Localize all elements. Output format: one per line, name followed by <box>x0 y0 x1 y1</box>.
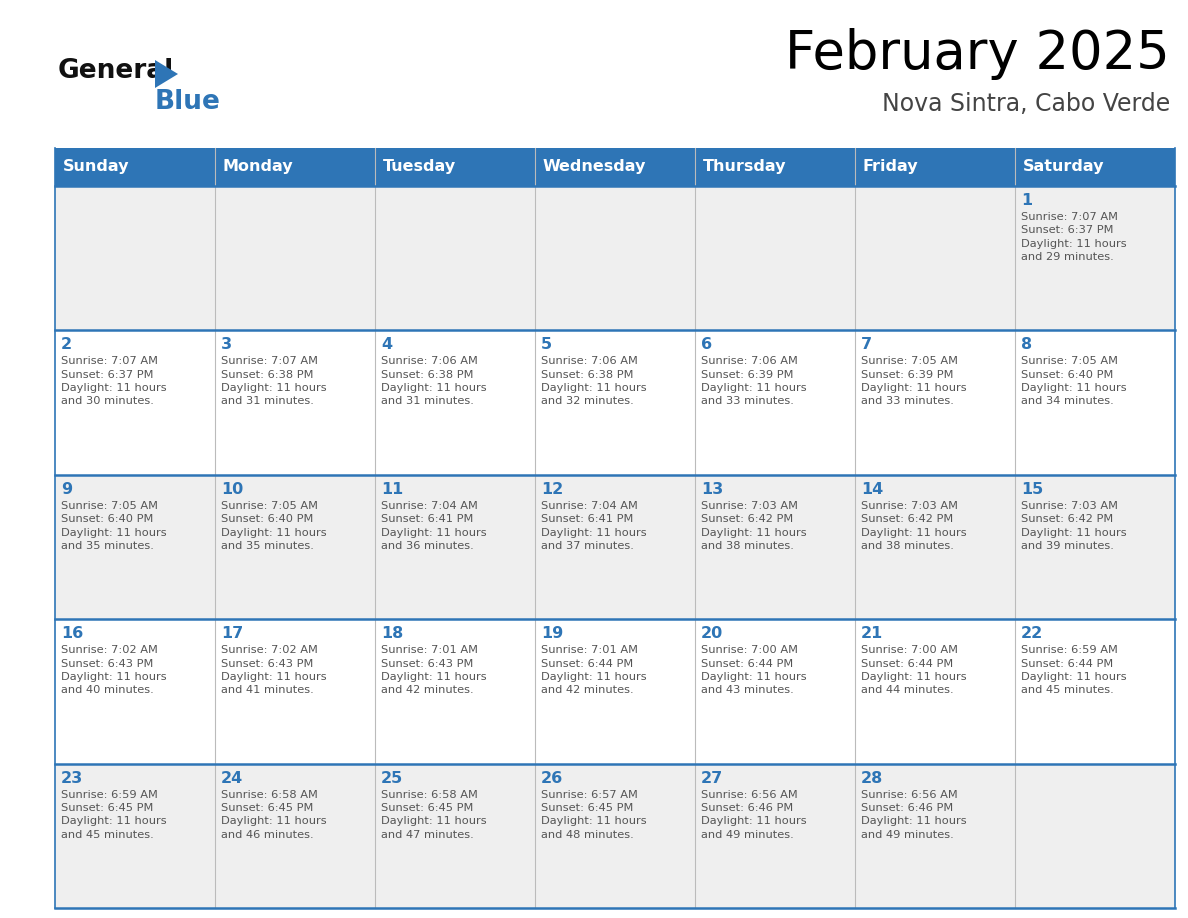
Text: 26: 26 <box>541 770 563 786</box>
Text: 12: 12 <box>541 482 563 497</box>
Text: Sunday: Sunday <box>63 160 129 174</box>
Text: 22: 22 <box>1020 626 1043 641</box>
Text: Sunrise: 7:01 AM
Sunset: 6:44 PM
Daylight: 11 hours
and 42 minutes.: Sunrise: 7:01 AM Sunset: 6:44 PM Dayligh… <box>541 645 646 695</box>
Text: 11: 11 <box>381 482 403 497</box>
Text: 2: 2 <box>61 338 72 353</box>
Text: 13: 13 <box>701 482 723 497</box>
Text: 16: 16 <box>61 626 83 641</box>
Text: 18: 18 <box>381 626 403 641</box>
Text: 23: 23 <box>61 770 83 786</box>
Text: 8: 8 <box>1020 338 1032 353</box>
Text: Wednesday: Wednesday <box>543 160 646 174</box>
Text: Sunrise: 7:04 AM
Sunset: 6:41 PM
Daylight: 11 hours
and 36 minutes.: Sunrise: 7:04 AM Sunset: 6:41 PM Dayligh… <box>381 501 487 551</box>
Text: Saturday: Saturday <box>1023 160 1105 174</box>
Text: Sunrise: 6:56 AM
Sunset: 6:46 PM
Daylight: 11 hours
and 49 minutes.: Sunrise: 6:56 AM Sunset: 6:46 PM Dayligh… <box>701 789 807 840</box>
Text: 7: 7 <box>861 338 872 353</box>
Text: 25: 25 <box>381 770 403 786</box>
Text: Sunrise: 6:58 AM
Sunset: 6:45 PM
Daylight: 11 hours
and 46 minutes.: Sunrise: 6:58 AM Sunset: 6:45 PM Dayligh… <box>221 789 327 840</box>
Text: Sunrise: 6:59 AM
Sunset: 6:45 PM
Daylight: 11 hours
and 45 minutes.: Sunrise: 6:59 AM Sunset: 6:45 PM Dayligh… <box>61 789 166 840</box>
Text: 17: 17 <box>221 626 244 641</box>
Text: General: General <box>58 58 175 84</box>
Text: Blue: Blue <box>154 89 221 115</box>
Text: Sunrise: 7:01 AM
Sunset: 6:43 PM
Daylight: 11 hours
and 42 minutes.: Sunrise: 7:01 AM Sunset: 6:43 PM Dayligh… <box>381 645 487 695</box>
Text: Sunrise: 7:05 AM
Sunset: 6:39 PM
Daylight: 11 hours
and 33 minutes.: Sunrise: 7:05 AM Sunset: 6:39 PM Dayligh… <box>861 356 967 407</box>
Text: 5: 5 <box>541 338 552 353</box>
Text: 20: 20 <box>701 626 723 641</box>
Text: 10: 10 <box>221 482 244 497</box>
Text: Sunrise: 7:07 AM
Sunset: 6:37 PM
Daylight: 11 hours
and 29 minutes.: Sunrise: 7:07 AM Sunset: 6:37 PM Dayligh… <box>1020 212 1126 262</box>
Text: Sunrise: 7:02 AM
Sunset: 6:43 PM
Daylight: 11 hours
and 40 minutes.: Sunrise: 7:02 AM Sunset: 6:43 PM Dayligh… <box>61 645 166 695</box>
Text: Tuesday: Tuesday <box>383 160 456 174</box>
Text: Sunrise: 7:03 AM
Sunset: 6:42 PM
Daylight: 11 hours
and 39 minutes.: Sunrise: 7:03 AM Sunset: 6:42 PM Dayligh… <box>1020 501 1126 551</box>
Text: 3: 3 <box>221 338 232 353</box>
Text: 6: 6 <box>701 338 712 353</box>
Text: 1: 1 <box>1020 193 1032 208</box>
Text: Sunrise: 7:03 AM
Sunset: 6:42 PM
Daylight: 11 hours
and 38 minutes.: Sunrise: 7:03 AM Sunset: 6:42 PM Dayligh… <box>701 501 807 551</box>
Bar <box>55 620 1175 764</box>
Text: Monday: Monday <box>223 160 293 174</box>
Text: Sunrise: 7:06 AM
Sunset: 6:38 PM
Daylight: 11 hours
and 31 minutes.: Sunrise: 7:06 AM Sunset: 6:38 PM Dayligh… <box>381 356 487 407</box>
Text: 4: 4 <box>381 338 392 353</box>
Text: 24: 24 <box>221 770 244 786</box>
Text: 15: 15 <box>1020 482 1043 497</box>
Text: Sunrise: 6:56 AM
Sunset: 6:46 PM
Daylight: 11 hours
and 49 minutes.: Sunrise: 6:56 AM Sunset: 6:46 PM Dayligh… <box>861 789 967 840</box>
Text: Sunrise: 6:57 AM
Sunset: 6:45 PM
Daylight: 11 hours
and 48 minutes.: Sunrise: 6:57 AM Sunset: 6:45 PM Dayligh… <box>541 789 646 840</box>
Text: Sunrise: 7:05 AM
Sunset: 6:40 PM
Daylight: 11 hours
and 35 minutes.: Sunrise: 7:05 AM Sunset: 6:40 PM Dayligh… <box>221 501 327 551</box>
Text: Sunrise: 7:06 AM
Sunset: 6:39 PM
Daylight: 11 hours
and 33 minutes.: Sunrise: 7:06 AM Sunset: 6:39 PM Dayligh… <box>701 356 807 407</box>
Text: Friday: Friday <box>862 160 918 174</box>
Text: Sunrise: 7:00 AM
Sunset: 6:44 PM
Daylight: 11 hours
and 44 minutes.: Sunrise: 7:00 AM Sunset: 6:44 PM Dayligh… <box>861 645 967 695</box>
Text: Sunrise: 6:58 AM
Sunset: 6:45 PM
Daylight: 11 hours
and 47 minutes.: Sunrise: 6:58 AM Sunset: 6:45 PM Dayligh… <box>381 789 487 840</box>
Text: Sunrise: 7:02 AM
Sunset: 6:43 PM
Daylight: 11 hours
and 41 minutes.: Sunrise: 7:02 AM Sunset: 6:43 PM Dayligh… <box>221 645 327 695</box>
Bar <box>55 330 1175 475</box>
Text: Sunrise: 7:07 AM
Sunset: 6:38 PM
Daylight: 11 hours
and 31 minutes.: Sunrise: 7:07 AM Sunset: 6:38 PM Dayligh… <box>221 356 327 407</box>
Polygon shape <box>154 60 178 88</box>
Text: Sunrise: 7:05 AM
Sunset: 6:40 PM
Daylight: 11 hours
and 34 minutes.: Sunrise: 7:05 AM Sunset: 6:40 PM Dayligh… <box>1020 356 1126 407</box>
Bar <box>55 186 1175 330</box>
Text: Sunrise: 7:07 AM
Sunset: 6:37 PM
Daylight: 11 hours
and 30 minutes.: Sunrise: 7:07 AM Sunset: 6:37 PM Dayligh… <box>61 356 166 407</box>
Bar <box>55 475 1175 620</box>
Text: Sunrise: 7:00 AM
Sunset: 6:44 PM
Daylight: 11 hours
and 43 minutes.: Sunrise: 7:00 AM Sunset: 6:44 PM Dayligh… <box>701 645 807 695</box>
Text: 27: 27 <box>701 770 723 786</box>
Text: Sunrise: 7:05 AM
Sunset: 6:40 PM
Daylight: 11 hours
and 35 minutes.: Sunrise: 7:05 AM Sunset: 6:40 PM Dayligh… <box>61 501 166 551</box>
Text: Sunrise: 6:59 AM
Sunset: 6:44 PM
Daylight: 11 hours
and 45 minutes.: Sunrise: 6:59 AM Sunset: 6:44 PM Dayligh… <box>1020 645 1126 695</box>
Text: 14: 14 <box>861 482 883 497</box>
Text: Sunrise: 7:03 AM
Sunset: 6:42 PM
Daylight: 11 hours
and 38 minutes.: Sunrise: 7:03 AM Sunset: 6:42 PM Dayligh… <box>861 501 967 551</box>
Bar <box>55 764 1175 908</box>
Bar <box>55 148 1175 186</box>
Text: Nova Sintra, Cabo Verde: Nova Sintra, Cabo Verde <box>881 92 1170 116</box>
Text: Sunrise: 7:06 AM
Sunset: 6:38 PM
Daylight: 11 hours
and 32 minutes.: Sunrise: 7:06 AM Sunset: 6:38 PM Dayligh… <box>541 356 646 407</box>
Text: 28: 28 <box>861 770 883 786</box>
Text: February 2025: February 2025 <box>785 28 1170 80</box>
Text: Sunrise: 7:04 AM
Sunset: 6:41 PM
Daylight: 11 hours
and 37 minutes.: Sunrise: 7:04 AM Sunset: 6:41 PM Dayligh… <box>541 501 646 551</box>
Text: Thursday: Thursday <box>703 160 786 174</box>
Text: 9: 9 <box>61 482 72 497</box>
Text: 21: 21 <box>861 626 883 641</box>
Text: 19: 19 <box>541 626 563 641</box>
